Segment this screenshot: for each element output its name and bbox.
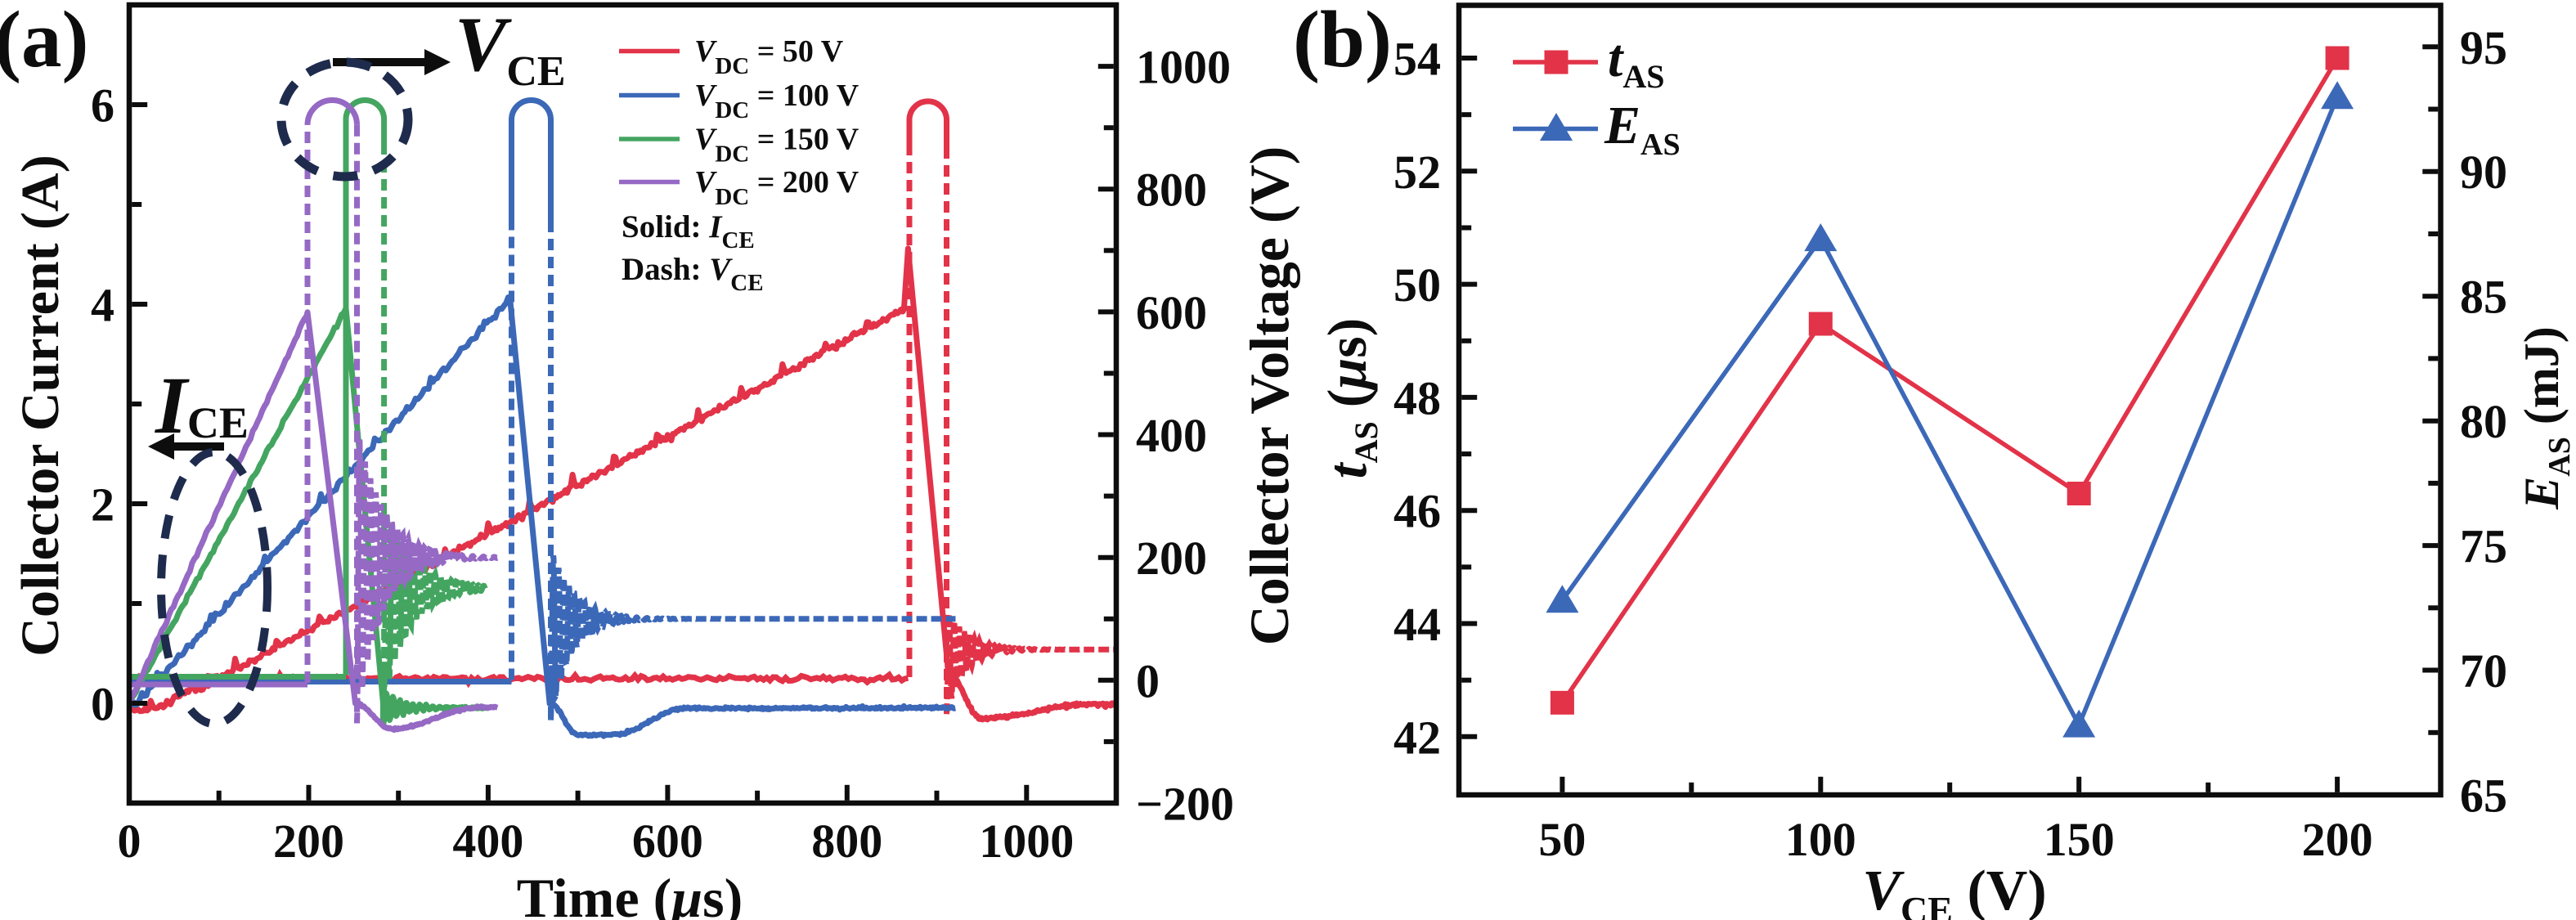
svg-text:1000: 1000 bbox=[1136, 41, 1231, 94]
svg-text:Collector Voltage (V): Collector Voltage (V) bbox=[1238, 146, 1300, 646]
svg-text:0: 0 bbox=[1136, 654, 1160, 707]
svg-text:VDC = 100 V: VDC = 100 V bbox=[694, 79, 859, 123]
svg-text:42: 42 bbox=[1393, 711, 1441, 764]
svg-text:52: 52 bbox=[1393, 146, 1441, 199]
svg-text:Collector Current (A): Collector Current (A) bbox=[11, 155, 70, 656]
svg-text:(a): (a) bbox=[0, 0, 88, 84]
svg-text:48: 48 bbox=[1393, 371, 1441, 424]
svg-text:800: 800 bbox=[811, 815, 882, 868]
svg-text:6: 6 bbox=[91, 79, 114, 132]
svg-text:90: 90 bbox=[2460, 146, 2507, 199]
svg-text:50: 50 bbox=[1538, 813, 1586, 866]
svg-text:800: 800 bbox=[1136, 164, 1207, 217]
svg-text:400: 400 bbox=[1136, 409, 1207, 462]
svg-text:VCE (V): VCE (V) bbox=[1862, 859, 2046, 920]
svg-text:1000: 1000 bbox=[979, 815, 1074, 868]
svg-text:46: 46 bbox=[1393, 485, 1441, 538]
svg-text:VDC = 50 V: VDC = 50 V bbox=[694, 34, 844, 79]
svg-text:ICE: ICE bbox=[155, 360, 249, 451]
svg-text:100: 100 bbox=[1785, 813, 1856, 866]
svg-text:54: 54 bbox=[1393, 33, 1441, 86]
svg-text:0: 0 bbox=[91, 678, 114, 731]
svg-text:600: 600 bbox=[1136, 286, 1207, 339]
svg-text:85: 85 bbox=[2460, 271, 2507, 324]
svg-text:600: 600 bbox=[632, 815, 703, 868]
svg-text:tAS: tAS bbox=[1608, 29, 1664, 95]
svg-text:80: 80 bbox=[2460, 395, 2507, 448]
svg-text:tAS (μs): tAS (μs) bbox=[1316, 318, 1384, 479]
svg-text:150: 150 bbox=[2044, 813, 2115, 866]
svg-text:EAS: EAS bbox=[1604, 96, 1681, 162]
svg-text:65: 65 bbox=[2460, 770, 2507, 823]
svg-text:200: 200 bbox=[1136, 532, 1207, 585]
svg-text:400: 400 bbox=[452, 815, 523, 868]
svg-text:VCE: VCE bbox=[455, 1, 566, 95]
svg-text:Time (μs): Time (μs) bbox=[517, 867, 743, 920]
svg-text:4: 4 bbox=[91, 279, 114, 332]
svg-text:70: 70 bbox=[2460, 644, 2507, 698]
svg-text:44: 44 bbox=[1393, 598, 1441, 651]
svg-text:VDC = 200 V: VDC = 200 V bbox=[694, 165, 859, 210]
svg-text:0: 0 bbox=[118, 815, 141, 868]
svg-text:95: 95 bbox=[2460, 21, 2507, 74]
svg-text:EAS (mJ): EAS (mJ) bbox=[2515, 326, 2576, 510]
svg-text:75: 75 bbox=[2460, 520, 2507, 573]
svg-text:(b): (b) bbox=[1293, 0, 1392, 84]
svg-text:VDC = 150 V: VDC = 150 V bbox=[694, 123, 859, 168]
svg-text:2: 2 bbox=[91, 478, 114, 532]
svg-text:200: 200 bbox=[273, 815, 344, 868]
svg-text:50: 50 bbox=[1393, 258, 1441, 312]
svg-text:−200: −200 bbox=[1136, 778, 1234, 831]
svg-text:200: 200 bbox=[2302, 813, 2373, 866]
